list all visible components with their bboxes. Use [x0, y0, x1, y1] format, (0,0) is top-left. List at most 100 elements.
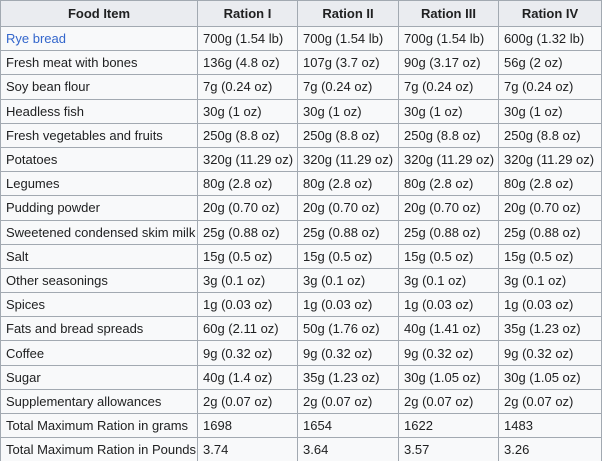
row-label: Legumes: [0, 171, 198, 197]
cell: 30g (1 oz): [498, 98, 602, 124]
cell: 30g (1 oz): [197, 98, 298, 124]
cell: 250g (8.8 oz): [197, 122, 298, 148]
cell: 3g (0.1 oz): [197, 267, 298, 294]
cell: 2g (0.07 oz): [297, 388, 399, 415]
row-label: Fats and bread spreads: [0, 316, 198, 342]
row-label: Coffee: [0, 340, 198, 366]
row-label: Pudding powder: [0, 195, 198, 221]
row-label: Total Maximum Ration in grams: [0, 412, 198, 439]
row-label: Salt: [0, 243, 198, 269]
header-cell: Ration III: [398, 0, 499, 27]
cell: 25g (0.88 oz): [498, 219, 602, 245]
cell: 50g (1.76 oz): [297, 316, 399, 342]
cell: 7g (0.24 oz): [197, 74, 298, 100]
cell: 1654: [297, 412, 399, 439]
cell: 3.57: [398, 437, 499, 461]
table-row: Total Maximum Ration in Pounds 3.74 3.64 3.…: [0, 437, 602, 461]
cell: 2g (0.07 oz): [197, 388, 298, 415]
cell: 1g (0.03 oz): [398, 292, 499, 318]
cell: 25g (0.88 oz): [197, 219, 298, 245]
table-row: Rye bread 700g (1.54 lb) 700g (1.54 lb) 700…: [0, 25, 602, 52]
table-row: Sweetened condensed skim milk 25g (0.88 o…: [0, 219, 602, 245]
cell: 250g (8.8 oz): [498, 122, 602, 148]
cell: 7g (0.24 oz): [498, 74, 602, 100]
row-label: Fresh vegetables and fruits: [0, 122, 198, 148]
table-row: Fats and bread spreads 60g (2.11 oz) 50g (…: [0, 316, 602, 342]
cell: 80g (2.8 oz): [498, 171, 602, 197]
cell: 56g (2 oz): [498, 50, 602, 76]
table-row: Sugar 40g (1.4 oz) 35g (1.23 oz) 30g (1.05 …: [0, 364, 602, 390]
cell: 7g (0.24 oz): [297, 74, 399, 100]
header-cell: Ration IV: [498, 0, 602, 27]
header-cell: Ration II: [297, 0, 399, 27]
table-row: Supplementary allowances 2g (0.07 oz) 2g (…: [0, 388, 602, 415]
cell: 2g (0.07 oz): [498, 388, 602, 415]
row-label: Supplementary allowances: [0, 388, 198, 415]
table-row: Headless fish 30g (1 oz) 30g (1 oz) 30g (1 …: [0, 98, 602, 124]
cell: 30g (1 oz): [398, 98, 499, 124]
cell: 3.74: [197, 437, 298, 461]
cell: 320g (11.29 oz): [498, 146, 602, 173]
cell: 20g (0.70 oz): [197, 195, 298, 221]
table-row: Pudding powder 20g (0.70 oz) 20g (0.70 oz)…: [0, 195, 602, 221]
cell: 80g (2.8 oz): [398, 171, 499, 197]
row-label: Headless fish: [0, 98, 198, 124]
cell: 25g (0.88 oz): [398, 219, 499, 245]
header-row: Food Item Ration I Ration II Ration III Rati…: [0, 0, 602, 27]
cell: 80g (2.8 oz): [297, 171, 399, 197]
cell: 35g (1.23 oz): [498, 316, 602, 342]
cell: 136g (4.8 oz): [197, 50, 298, 76]
cell: 9g (0.32 oz): [297, 340, 399, 366]
cell: 9g (0.32 oz): [197, 340, 298, 366]
table-row: Potatoes 320g (11.29 oz) 320g (11.29 oz) 32…: [0, 146, 602, 173]
cell: 700g (1.54 lb): [297, 25, 399, 52]
cell: 1622: [398, 412, 499, 439]
cell: 9g (0.32 oz): [498, 340, 602, 366]
row-label: Fresh meat with bones: [0, 50, 198, 76]
cell: 15g (0.5 oz): [197, 243, 298, 269]
row-label: Spices: [0, 292, 198, 318]
cell: 25g (0.88 oz): [297, 219, 399, 245]
cell: 20g (0.70 oz): [498, 195, 602, 221]
cell: 15g (0.5 oz): [498, 243, 602, 269]
cell: 1g (0.03 oz): [498, 292, 602, 318]
cell: 15g (0.5 oz): [297, 243, 399, 269]
cell: 3.26: [498, 437, 602, 461]
row-label: Soy bean flour: [0, 74, 198, 100]
cell: 320g (11.29 oz): [297, 146, 399, 173]
cell: 107g (3.7 oz): [297, 50, 399, 76]
cell: 320g (11.29 oz): [197, 146, 298, 173]
cell: 1483: [498, 412, 602, 439]
table-row: Total Maximum Ration in grams 1698 1654 162…: [0, 412, 602, 439]
table-row: Salt 15g (0.5 oz) 15g (0.5 oz) 15g (0.5 oz)…: [0, 243, 602, 269]
row-label: Sugar: [0, 364, 198, 390]
link[interactable]: Rye bread: [6, 31, 66, 47]
cell: 250g (8.8 oz): [398, 122, 499, 148]
table-row: Other seasonings 3g (0.1 oz) 3g (0.1 oz) 3g…: [0, 267, 602, 294]
cell: 700g (1.54 lb): [398, 25, 499, 52]
cell: 1g (0.03 oz): [197, 292, 298, 318]
table-row: Spices 1g (0.03 oz) 1g (0.03 oz) 1g (0.03 o…: [0, 292, 602, 318]
row-label: Potatoes: [0, 146, 198, 173]
table-row: Fresh vegetables and fruits 250g (8.8 oz)…: [0, 122, 602, 148]
cell: 3g (0.1 oz): [297, 267, 399, 294]
cell: 9g (0.32 oz): [398, 340, 499, 366]
cell: 1g (0.03 oz): [297, 292, 399, 318]
table-row: Soy bean flour 7g (0.24 oz) 7g (0.24 oz) 7g…: [0, 74, 602, 100]
cell: 30g (1.05 oz): [498, 364, 602, 390]
cell: 3g (0.1 oz): [498, 267, 602, 294]
row-label: Sweetened condensed skim milk: [0, 219, 198, 245]
table-row: Fresh meat with bones 136g (4.8 oz) 107g (…: [0, 50, 602, 76]
cell: 320g (11.29 oz): [398, 146, 499, 173]
cell: 3g (0.1 oz): [398, 267, 499, 294]
cell: 40g (1.41 oz): [398, 316, 499, 342]
cell: 7g (0.24 oz): [398, 74, 499, 100]
cell: 700g (1.54 lb): [197, 25, 298, 52]
table-body: Rye bread 700g (1.54 lb) 700g (1.54 lb) 700…: [0, 25, 602, 461]
cell: 40g (1.4 oz): [197, 364, 298, 390]
table-row: Coffee 9g (0.32 oz) 9g (0.32 oz) 9g (0.32 o…: [0, 340, 602, 366]
cell: 1698: [197, 412, 298, 439]
cell: 2g (0.07 oz): [398, 388, 499, 415]
cell: 80g (2.8 oz): [197, 171, 298, 197]
